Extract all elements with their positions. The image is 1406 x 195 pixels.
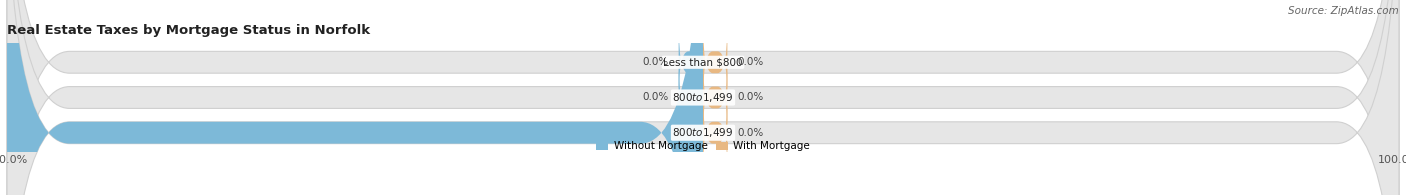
FancyBboxPatch shape	[7, 0, 1399, 195]
FancyBboxPatch shape	[703, 94, 727, 171]
Text: 0.0%: 0.0%	[738, 128, 763, 138]
FancyBboxPatch shape	[703, 24, 727, 101]
Text: 0.0%: 0.0%	[738, 57, 763, 67]
FancyBboxPatch shape	[679, 24, 703, 101]
Text: $800 to $1,499: $800 to $1,499	[672, 91, 734, 104]
Text: Real Estate Taxes by Mortgage Status in Norfolk: Real Estate Taxes by Mortgage Status in …	[7, 24, 370, 36]
Text: $800 to $1,499: $800 to $1,499	[672, 126, 734, 139]
FancyBboxPatch shape	[7, 0, 1399, 195]
Text: Less than $800: Less than $800	[664, 57, 742, 67]
Text: Source: ZipAtlas.com: Source: ZipAtlas.com	[1288, 6, 1399, 16]
Legend: Without Mortgage, With Mortgage: Without Mortgage, With Mortgage	[592, 137, 814, 156]
FancyBboxPatch shape	[679, 59, 703, 136]
Text: 0.0%: 0.0%	[643, 57, 668, 67]
FancyBboxPatch shape	[7, 0, 703, 195]
Text: 0.0%: 0.0%	[738, 92, 763, 103]
FancyBboxPatch shape	[7, 0, 1399, 195]
Text: 0.0%: 0.0%	[643, 92, 668, 103]
FancyBboxPatch shape	[703, 59, 727, 136]
